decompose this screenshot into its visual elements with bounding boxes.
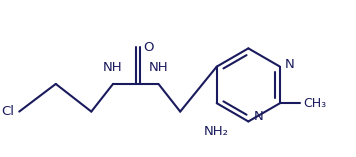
Text: N: N: [285, 58, 295, 71]
Text: NH₂: NH₂: [204, 125, 229, 138]
Text: N: N: [253, 110, 263, 123]
Text: Cl: Cl: [1, 105, 14, 118]
Text: NH: NH: [149, 61, 168, 74]
Text: NH: NH: [103, 61, 123, 74]
Text: O: O: [144, 41, 154, 54]
Text: CH₃: CH₃: [304, 97, 327, 110]
